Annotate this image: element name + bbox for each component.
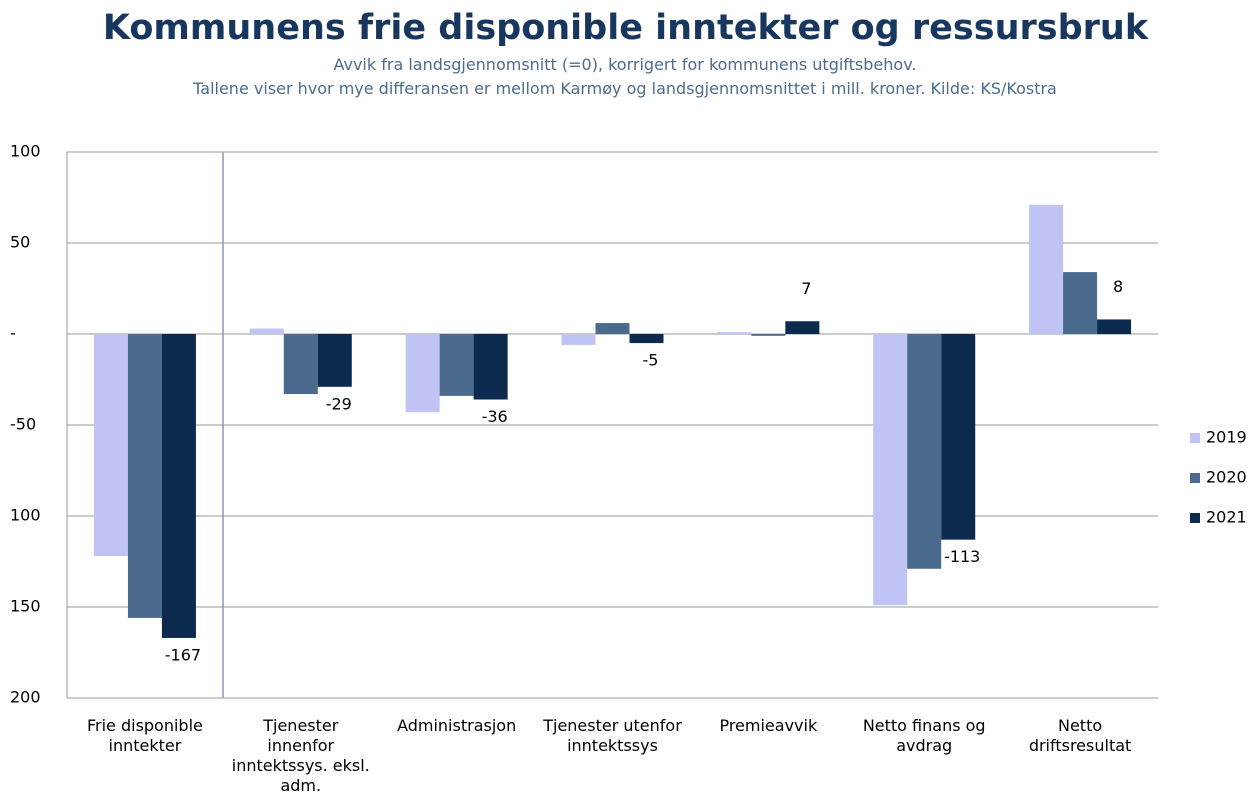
- bar: [595, 323, 630, 334]
- legend-label: 2020: [1206, 468, 1247, 487]
- legend-label: 2021: [1206, 508, 1247, 527]
- y-tick-label: -50: [10, 415, 36, 434]
- bar: [907, 334, 942, 569]
- bar: [717, 332, 752, 334]
- y-tick-label: -: [10, 324, 16, 343]
- bar: [941, 334, 976, 540]
- bar: [249, 328, 284, 334]
- x-tick-label: Administrasjon: [397, 716, 517, 735]
- data-label: 7: [801, 279, 811, 298]
- data-label: -167: [165, 645, 201, 664]
- x-tick-label: Netto driftsresultat: [1028, 716, 1132, 755]
- x-tick-label: Premieavvik: [719, 716, 818, 735]
- x-tick-label: Frie disponible inntekter: [86, 716, 203, 755]
- bar: [873, 334, 908, 606]
- bar: [751, 334, 786, 336]
- legend-swatch: [1190, 513, 1200, 523]
- legend-swatch: [1190, 473, 1200, 483]
- bar: [161, 334, 196, 638]
- legend-label: 2019: [1206, 428, 1247, 447]
- bar: [473, 334, 508, 400]
- bar: [785, 321, 820, 334]
- bar: [405, 334, 440, 413]
- bar: [1097, 319, 1132, 334]
- legend-swatch: [1190, 433, 1200, 443]
- y-tick-label: 50: [10, 233, 30, 252]
- y-tick-label: 100: [10, 506, 41, 525]
- bar: [1029, 204, 1064, 334]
- x-tick-label: Tjenester innenfor inntektssys. eksl. ad…: [231, 716, 370, 795]
- data-label: -5: [643, 351, 659, 370]
- y-tick-label: 150: [10, 597, 41, 616]
- bar: [561, 334, 596, 345]
- y-tick-label: 200: [10, 688, 41, 707]
- data-label: -36: [482, 407, 508, 426]
- bar: [317, 334, 352, 387]
- bar: [127, 334, 162, 618]
- bar: [1063, 272, 1098, 334]
- y-tick-label: 100: [10, 142, 41, 161]
- bar: [439, 334, 474, 396]
- chart-title: Kommunens frie disponible inntekter og r…: [102, 8, 1149, 48]
- subtitle: Tallene viser hvor mye differansen er me…: [193, 79, 1057, 98]
- data-label: -113: [944, 547, 980, 566]
- bar: [283, 334, 318, 395]
- data-label: 8: [1113, 277, 1123, 296]
- x-tick-label: Netto finans og avdrag: [862, 716, 986, 755]
- bar: [629, 334, 664, 344]
- bar: [93, 334, 128, 557]
- subtitle: Avvik fra landsgjennomsnitt (=0), korrig…: [333, 55, 917, 74]
- data-label: -29: [326, 394, 352, 413]
- x-tick-label: Tjenester utenfor inntektssys: [543, 716, 682, 755]
